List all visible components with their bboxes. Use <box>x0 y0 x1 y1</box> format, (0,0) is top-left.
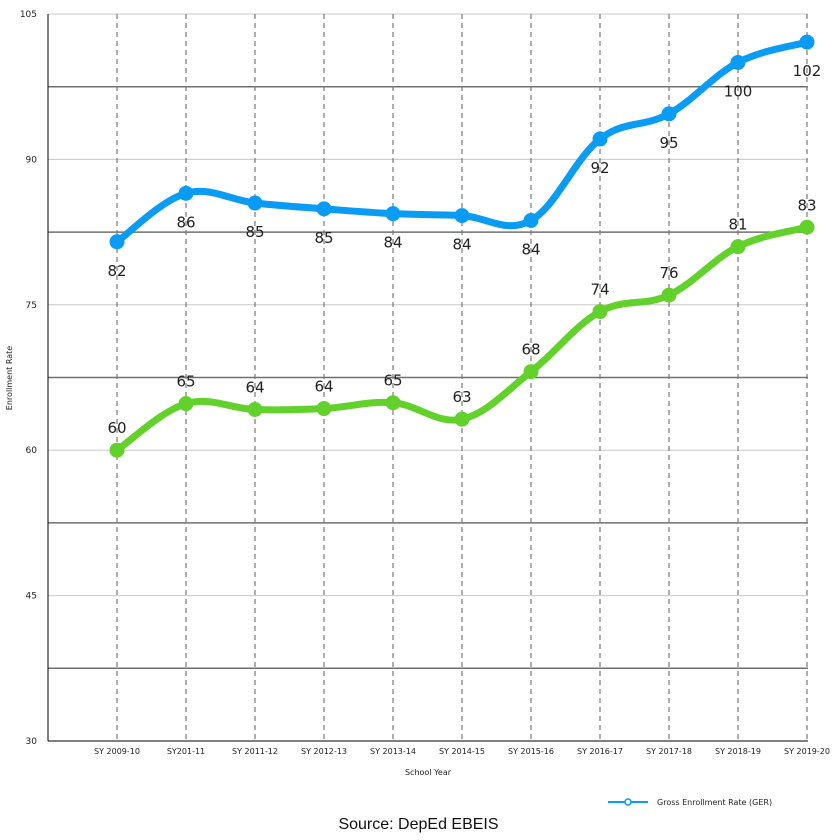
data-label: 84 <box>521 240 540 258</box>
data-point <box>592 304 608 320</box>
data-point <box>109 234 125 250</box>
data-point <box>799 219 815 235</box>
data-label: 86 <box>176 213 195 231</box>
x-tick-label: SY 2014-15 <box>439 747 485 756</box>
x-tick-label: SY 2019-20 <box>784 747 830 756</box>
legend-label: Gross Enrollment Rate (GER) <box>657 798 772 807</box>
data-point <box>454 411 470 427</box>
data-point <box>523 364 539 380</box>
x-tick-label: SY 2011-12 <box>232 747 278 756</box>
data-label: 74 <box>590 281 609 299</box>
x-tick-labels: SY 2009-10 SY201-11 SY 2011-12 SY 2012-13 SY… <box>94 747 830 756</box>
x-tick-label: SY 2012-13 <box>301 747 347 756</box>
y-tick-label: 30 <box>26 737 38 747</box>
y-tick-labels: 30 45 60 75 90 105 <box>20 10 37 747</box>
x-tick-label: SY 2017-18 <box>646 747 692 756</box>
data-label: 85 <box>245 223 264 241</box>
data-label: 83 <box>797 196 816 214</box>
legend: Gross Enrollment Rate (GER) <box>608 798 772 807</box>
data-label: 65 <box>176 373 195 391</box>
x-tick-label: SY 2013-14 <box>370 747 416 756</box>
data-label: 64 <box>245 378 264 396</box>
data-label: 92 <box>590 159 609 177</box>
y-tick-label: 60 <box>26 446 38 456</box>
data-point <box>730 54 746 70</box>
data-label: 84 <box>452 236 471 254</box>
data-label: 60 <box>107 419 126 437</box>
data-point <box>316 401 332 417</box>
data-point <box>592 131 608 147</box>
data-point <box>454 208 470 224</box>
data-point <box>247 195 263 211</box>
data-point <box>730 239 746 255</box>
data-point <box>799 34 815 50</box>
series-layer <box>109 34 815 458</box>
data-point <box>661 287 677 303</box>
x-tick-label: SY 2009-10 <box>94 747 140 756</box>
legend-marker <box>624 798 632 806</box>
data-label: 85 <box>314 229 333 247</box>
x-axis-title: School Year <box>405 768 452 777</box>
data-label: 84 <box>383 234 402 252</box>
y-tick-label: 45 <box>26 592 37 602</box>
data-label: 102 <box>793 62 822 80</box>
x-tick-label: SY201-11 <box>167 747 205 756</box>
source-note: Source: DepEd EBEIS <box>338 816 499 833</box>
data-point <box>316 201 332 217</box>
data-label: 81 <box>728 216 747 234</box>
data-label: 68 <box>521 341 540 359</box>
data-point <box>523 212 539 228</box>
data-label: 63 <box>452 388 471 406</box>
y-tick-label: 90 <box>26 155 38 165</box>
x-tick-label: SY 2018-19 <box>715 747 761 756</box>
y-tick-label: 105 <box>20 10 37 20</box>
data-point <box>247 401 263 417</box>
data-point <box>385 395 401 411</box>
data-point <box>385 206 401 222</box>
y-axis-title: Enrollment Rate <box>5 346 14 410</box>
x-tick-label: SY 2016-17 <box>577 747 623 756</box>
data-label: 76 <box>659 264 678 282</box>
y-tick-label: 75 <box>26 301 37 311</box>
data-label: 64 <box>314 378 333 396</box>
data-label: 95 <box>659 134 678 152</box>
data-label: 100 <box>724 82 753 100</box>
data-point <box>109 442 125 458</box>
grid-layer <box>48 13 808 741</box>
data-point <box>178 396 194 412</box>
x-tick-label: SY 2015-16 <box>508 747 554 756</box>
data-point <box>661 106 677 122</box>
data-labels: 82 86 85 85 84 84 84 92 95 100 102 60 65 64 64 65 63 68 74… <box>107 62 821 437</box>
data-label: 65 <box>383 372 402 390</box>
axis-layer <box>47 14 808 742</box>
data-point <box>178 185 194 201</box>
data-label: 82 <box>107 262 126 280</box>
